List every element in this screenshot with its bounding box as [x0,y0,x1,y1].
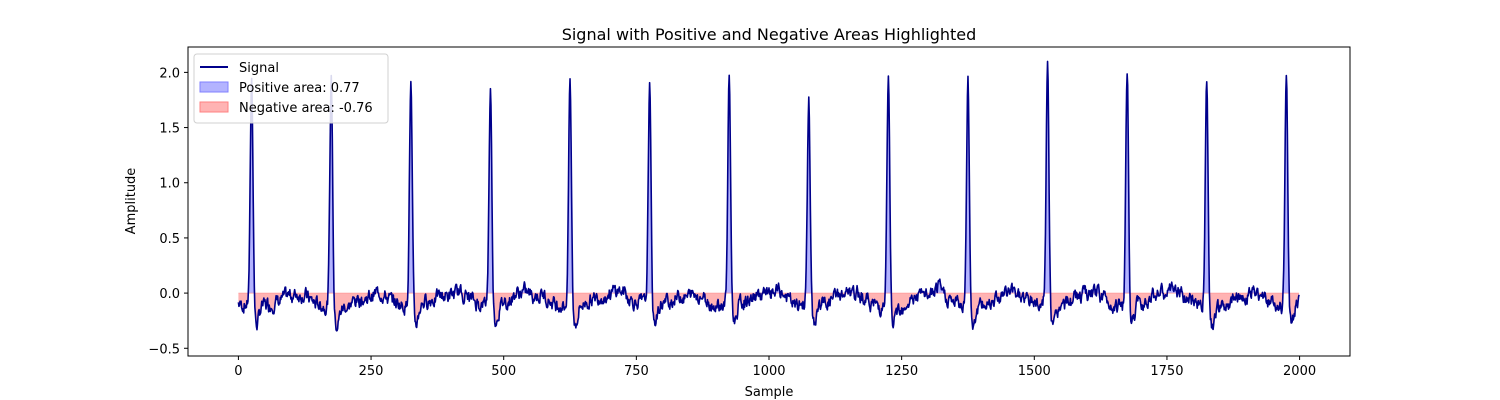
x-tick-label: 250 [359,364,384,379]
legend-box [193,53,389,124]
legend-label: Signal [239,61,279,76]
legend-swatch-positive [199,81,229,93]
y-tick-label: 1.0 [159,177,180,192]
x-tick-label: 1750 [1150,364,1183,379]
legend: Signal Positive area: 0.77 Negative area: … [193,53,389,124]
x-tick-label: 500 [491,364,516,379]
y-tick-label: −0.5 [148,342,180,357]
x-tick-label: 1000 [752,364,785,379]
x-tick-label: 2000 [1283,364,1316,379]
legend-swatch-negative [199,101,229,113]
x-tick-label: 0 [234,364,242,379]
signal-series [237,60,1300,332]
y-tick-label: 1.5 [159,122,180,137]
y-axis-label: Amplitude [124,168,139,235]
x-axis-label: Sample [745,385,794,400]
legend-label: Negative area: -0.76 [239,101,373,116]
legend-label: Positive area: 0.77 [239,81,360,96]
y-axis: −0.5 0.0 0.5 1.0 1.5 2.0 [148,66,188,357]
x-tick-label: 1250 [885,364,918,379]
x-axis: 0 250 500 750 1000 1250 1500 1750 2000 [234,356,1316,379]
y-tick-label: 0.5 [159,232,180,247]
chart-title: Signal with Positive and Negative Areas … [562,25,977,44]
y-tick-label: 0.0 [159,287,180,302]
y-tick-label: 2.0 [159,66,180,81]
x-tick-label: 1500 [1018,364,1051,379]
signal-line [237,60,1300,332]
x-tick-label: 750 [624,364,649,379]
